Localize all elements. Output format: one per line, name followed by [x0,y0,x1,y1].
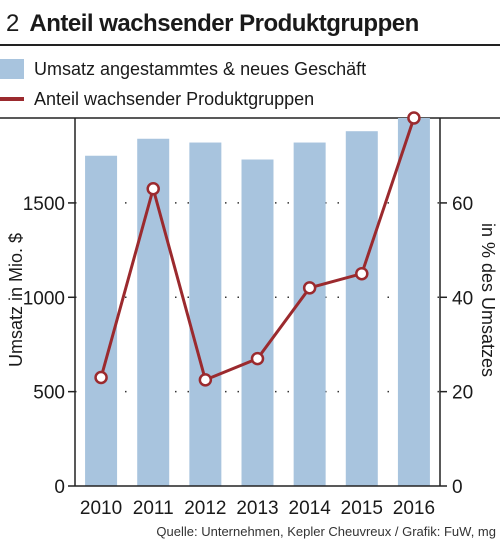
chart-title: 2 Anteil wachsender Produktgruppen [6,4,419,44]
line-point-2015 [355,266,369,281]
line-point-2011 [146,182,160,196]
legend-swatch-bar [0,59,24,79]
y2-tick-label: 20 [452,383,473,404]
bar-2013 [241,159,274,486]
bar-2011 [137,138,170,486]
bar-2015 [345,131,378,486]
legend-label-line: Anteil wachsender Produktgruppen [34,88,315,109]
x-tick-label: 2011 [133,498,174,519]
line-point-2016 [407,111,421,125]
line-point-2014 [302,281,317,295]
source-note: Quelle: Unternehmen, Kepler Cheuvreux / … [156,524,496,539]
y-axis-label: Umsatz in Mio. $ [6,233,26,367]
line-point-2013 [250,351,265,366]
chart-title-text: Anteil wachsender Produktgruppen [29,10,419,37]
y-tick-label: 0 [54,477,65,498]
title-divider [0,44,500,46]
line-series [94,111,421,387]
x-tick-label: 2010 [80,498,122,519]
y-tick-label: 1500 [23,194,65,215]
chart-number: 2 [6,10,20,37]
legend-item-bar: Umsatz angestammtes & neues Geschäft [0,56,366,82]
x-tick-label: 2015 [341,498,383,519]
x-tick-label: 2012 [184,498,226,519]
legend-swatch-line [0,97,24,101]
x-tick-label: 2013 [236,498,278,519]
bar-2012 [189,142,222,487]
bars [85,118,430,487]
y2-tick-label: 40 [452,288,473,309]
y2-tick-label: 60 [452,194,473,215]
x-tick-label: 2016 [393,498,435,519]
x-tick-label: 2014 [289,498,332,519]
line-point-2012 [198,373,213,387]
legend-label-bar: Umsatz angestammtes & neues Geschäft [34,58,367,79]
bar-2016 [397,118,430,486]
bar-2010 [85,155,118,486]
axes: 0 500 1000 1500 0 20 40 60 2010 2011 2012 2013 2014 2… [23,118,473,519]
legend-item-line: Anteil wachsender Produktgruppen [0,86,314,112]
y-tick-label: 1000 [23,288,65,309]
y2-tick-label: 0 [452,477,463,498]
y-tick-label: 500 [33,383,65,404]
y2-axis-label: in % des Umsatzes [478,223,498,377]
line-point-2010 [94,370,108,385]
bar-2014 [293,142,326,487]
